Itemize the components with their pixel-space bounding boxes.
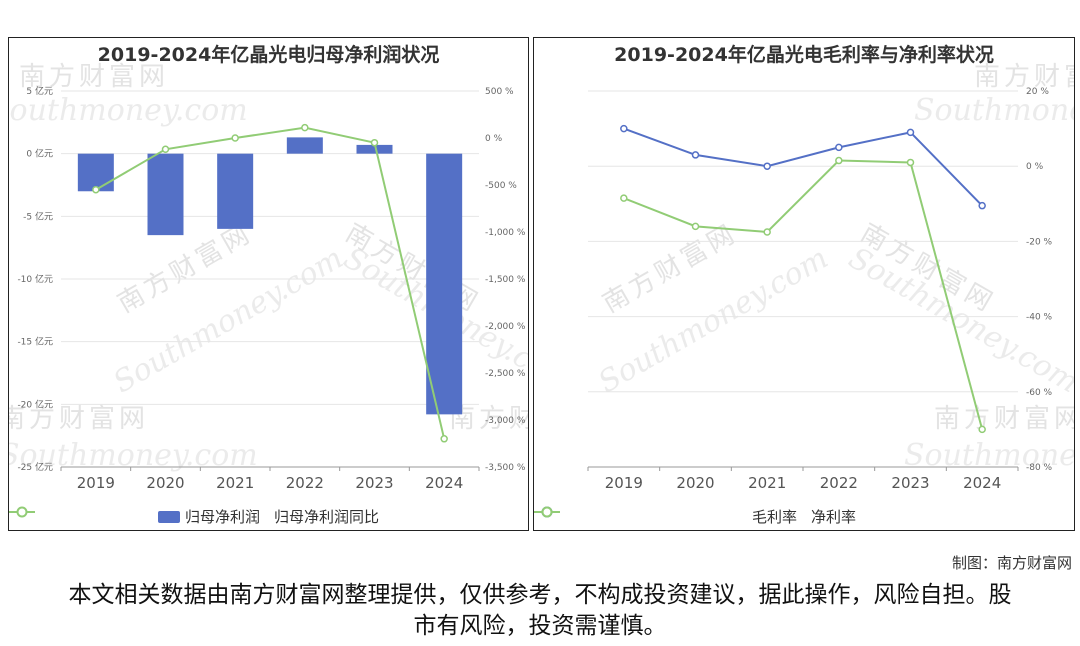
chart-credit: 制图：南方财富网 [951, 554, 1072, 572]
y-right-tick-label: 20 % [1026, 87, 1049, 97]
y-left-tick-label: -5 亿元 [23, 210, 53, 222]
y-right-tick-label: -3,000 % [485, 416, 526, 426]
bar-net-profit-2019 [77, 153, 114, 192]
x-tick-label: 2019 [605, 474, 643, 492]
legend-label: 净利率 [811, 508, 857, 526]
y-right-tick-label: -3,500 % [485, 463, 526, 473]
x-tick-label: 2024 [425, 474, 463, 492]
point-net-profit-yoy-2020 [161, 145, 170, 154]
line-net-margin [623, 159, 984, 430]
legend-line-swatch [534, 506, 560, 518]
legend-item-net-margin[interactable]: 净利率 [534, 506, 857, 527]
point-gross-margin-2024 [978, 201, 986, 210]
disclaimer-text: 本文相关数据由南方财富网整理提供，仅供参考，不构成投资建议，据此操作，风险自担。… [68, 582, 1012, 639]
y-right-tick-label: -2,000 % [485, 322, 526, 332]
net-profit-chart: 5 亿元 0 亿元 -5 亿元 -10 亿元 -15 亿元 -20 亿元 -25 亿元 500… [17, 85, 526, 492]
legend-line-swatch [9, 506, 35, 518]
legend-label: 归母净利润 [184, 508, 260, 526]
x-tick-label: 2020 [676, 474, 714, 492]
x-tick-label: 2024 [963, 474, 1001, 492]
line-gross-margin [623, 127, 983, 207]
y-right-tick-label: 0 % [1026, 162, 1044, 172]
point-net-margin-2024 [978, 425, 986, 434]
x-tick-label: 2022 [820, 474, 858, 492]
point-net-profit-yoy-2022 [301, 123, 309, 132]
point-gross-margin-2023 [906, 128, 915, 137]
chart-title: 2019-2024年亿晶光电归母净利润状况 [97, 44, 440, 66]
x-tick-label: 2023 [891, 474, 929, 492]
y-left-tick-label: 0 亿元 [26, 148, 53, 160]
y-right-tick-label: -500 % [485, 181, 517, 191]
point-net-margin-2022 [835, 156, 843, 165]
bar-net-profit-2020 [147, 153, 184, 236]
y-right-tick-label: -40 % [1026, 313, 1053, 323]
x-tick-label: 2021 [216, 474, 254, 492]
point-net-margin-2021 [763, 228, 771, 236]
legend-label: 毛利率 [751, 508, 797, 526]
margin-chart: 20 % 0 % -20 % -40 % -60 % -80 % 2019 2020 2021 2… [587, 87, 1053, 492]
chart-title: 2019-2024年亿晶光电毛利率与净利率状况 [614, 44, 994, 66]
point-net-profit-yoy-2021 [231, 134, 239, 142]
y-left-tick-label: -15 亿元 [17, 336, 53, 348]
x-tick-label: 2021 [748, 474, 786, 492]
chart-panel-net-profit: 南方财富网 Southmoney.com 南方财富网 Southmoney.co… [8, 37, 529, 531]
legend-item-net-profit[interactable]: 归母净利润 [157, 506, 260, 527]
point-net-margin-2020 [691, 222, 700, 231]
legend-item-gross-margin[interactable]: 毛利率 [534, 506, 797, 527]
chart-legend: 归母净利润 归母净利润同比 [9, 506, 528, 527]
y-left-tick-label: -25 亿元 [17, 461, 53, 473]
y-left-tick-label: -20 亿元 [17, 398, 53, 410]
legend-bar-swatch [157, 510, 180, 523]
x-tick-label: 2022 [286, 474, 324, 492]
y-right-tick-label: 500 % [485, 87, 514, 97]
point-gross-margin-2022 [835, 143, 843, 152]
chart-panel-margins: 南方财富网 Southmoney.com 南方财富网 Southmoney.co… [533, 37, 1075, 531]
point-net-margin-2023 [906, 158, 915, 167]
x-tick-label: 2019 [77, 474, 115, 492]
point-gross-margin-2019 [620, 124, 628, 133]
bar-net-profit-2021 [217, 153, 254, 229]
y-right-tick-label: -1,500 % [485, 275, 526, 285]
y-right-tick-label: -1,000 % [485, 228, 526, 238]
point-net-profit-yoy-2019 [92, 185, 100, 194]
y-left-tick-label: 5 亿元 [26, 85, 53, 97]
point-net-profit-yoy-2024 [440, 435, 448, 443]
point-net-margin-2019 [620, 194, 628, 202]
legend-label: 归母净利润同比 [274, 508, 380, 526]
y-right-tick-label: -20 % [1026, 237, 1053, 247]
x-tick-label: 2020 [146, 474, 184, 492]
line-net-profit-yoy [95, 126, 446, 440]
y-right-tick-label: -80 % [1026, 463, 1053, 473]
chart-legend: 毛利率 净利率 [534, 506, 1074, 527]
bar-net-profit-2024 [426, 153, 463, 415]
point-gross-margin-2020 [691, 151, 700, 159]
point-net-profit-yoy-2023 [370, 138, 379, 147]
y-left-tick-label: -10 亿元 [17, 273, 53, 285]
x-tick-label: 2023 [355, 474, 393, 492]
y-right-tick-label: -2,500 % [485, 369, 526, 379]
y-right-tick-label: 0 % [485, 134, 503, 144]
point-gross-margin-2021 [763, 162, 771, 170]
bar-net-profit-2022 [286, 137, 323, 154]
bar-net-profit-2023 [356, 144, 393, 154]
y-right-tick-label: -60 % [1026, 388, 1053, 398]
legend-item-net-profit-yoy[interactable]: 归母净利润同比 [9, 506, 380, 527]
